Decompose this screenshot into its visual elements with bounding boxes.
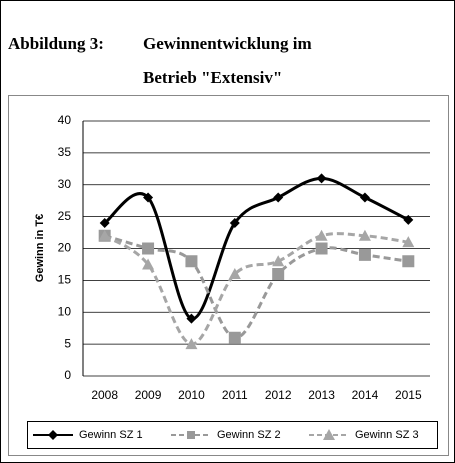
x-tick-label: 2008 — [91, 388, 118, 402]
x-tick-label: 2011 — [222, 388, 248, 402]
marker — [98, 229, 111, 241]
y-tick-label: 30 — [58, 177, 72, 191]
marker — [228, 268, 241, 279]
y-tick-label: 5 — [64, 336, 71, 350]
figure-label: Abbildung 3: — [8, 34, 104, 53]
y-tick-label: 15 — [58, 273, 72, 287]
marker — [186, 313, 197, 324]
x-tick-label: 2010 — [178, 388, 205, 402]
marker — [99, 218, 110, 228]
marker — [142, 242, 155, 255]
y-tick-label: 20 — [58, 241, 72, 255]
marker — [185, 255, 198, 268]
legend-label: Gewinn SZ 2 — [217, 429, 281, 441]
legend-label: Gewinn SZ 3 — [355, 429, 419, 441]
marker — [316, 173, 327, 184]
x-tick-label: 2015 — [395, 388, 422, 402]
legend-label: Gewinn SZ 1 — [79, 429, 143, 441]
marker — [402, 236, 415, 248]
y-tick-label: 35 — [58, 145, 72, 159]
marker — [358, 229, 371, 241]
x-tick-label: 2014 — [352, 388, 379, 402]
marker — [273, 192, 284, 203]
marker — [142, 258, 155, 270]
x-tick-label: 2013 — [308, 388, 335, 402]
chart-title: Betrieb "Extensiv" — [143, 68, 282, 87]
legend-marker — [323, 429, 335, 440]
y-tick-label: 40 — [58, 113, 72, 127]
marker — [359, 192, 370, 203]
marker — [272, 255, 285, 267]
chart-frame — [8, 95, 449, 456]
x-tick-label: 2009 — [135, 388, 162, 402]
y-tick-label: 10 — [58, 304, 72, 318]
marker — [272, 268, 285, 280]
y-tick-label: 25 — [58, 209, 72, 223]
marker — [315, 242, 328, 255]
legend-box — [27, 421, 438, 449]
series-line — [104, 234, 409, 340]
marker — [185, 338, 198, 350]
x-tick-label: 2012 — [265, 388, 292, 402]
marker — [358, 248, 371, 261]
marker — [403, 214, 414, 225]
y-tick-label: 0 — [64, 368, 71, 382]
chart-title: Gewinnentwicklung im — [143, 34, 312, 53]
marker — [229, 218, 240, 228]
marker — [143, 192, 154, 203]
legend-marker — [48, 430, 58, 440]
legend-marker — [187, 431, 195, 439]
marker — [315, 229, 328, 241]
marker — [228, 331, 241, 344]
marker — [402, 255, 415, 268]
y-axis-label: Gewinn in T€ — [34, 214, 46, 282]
